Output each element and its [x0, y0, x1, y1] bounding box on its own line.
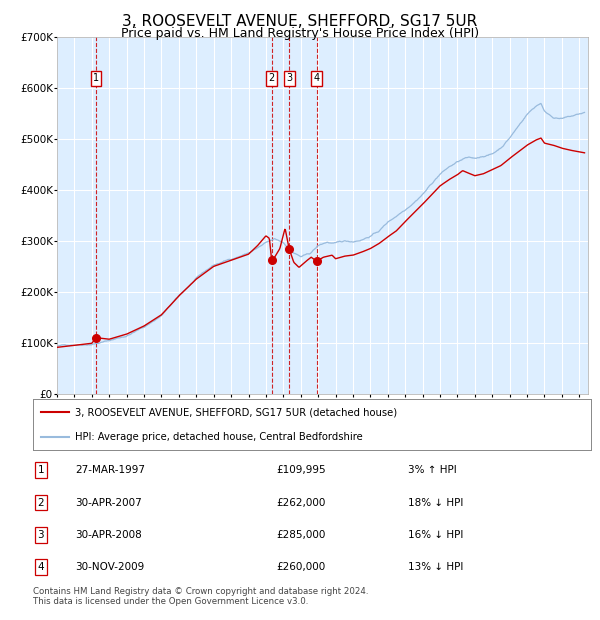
Text: £109,995: £109,995	[276, 466, 326, 476]
Text: Contains HM Land Registry data © Crown copyright and database right 2024.
This d: Contains HM Land Registry data © Crown c…	[33, 587, 368, 606]
Text: 2: 2	[37, 498, 44, 508]
Text: 3, ROOSEVELT AVENUE, SHEFFORD, SG17 5UR (detached house): 3, ROOSEVELT AVENUE, SHEFFORD, SG17 5UR …	[75, 407, 397, 417]
Text: HPI: Average price, detached house, Central Bedfordshire: HPI: Average price, detached house, Cent…	[75, 432, 362, 442]
Text: 30-APR-2008: 30-APR-2008	[75, 530, 142, 540]
Text: £260,000: £260,000	[276, 562, 325, 572]
Text: 3: 3	[286, 73, 292, 83]
Text: 1: 1	[37, 466, 44, 476]
Text: £262,000: £262,000	[276, 498, 325, 508]
Text: 13% ↓ HPI: 13% ↓ HPI	[408, 562, 463, 572]
Text: 30-NOV-2009: 30-NOV-2009	[75, 562, 144, 572]
Text: 16% ↓ HPI: 16% ↓ HPI	[408, 530, 463, 540]
Text: £285,000: £285,000	[276, 530, 325, 540]
Text: 4: 4	[314, 73, 320, 83]
Text: 3: 3	[37, 530, 44, 540]
Text: 1: 1	[93, 73, 99, 83]
Text: 27-MAR-1997: 27-MAR-1997	[75, 466, 145, 476]
Text: 18% ↓ HPI: 18% ↓ HPI	[408, 498, 463, 508]
Text: Price paid vs. HM Land Registry's House Price Index (HPI): Price paid vs. HM Land Registry's House …	[121, 27, 479, 40]
Text: 3, ROOSEVELT AVENUE, SHEFFORD, SG17 5UR: 3, ROOSEVELT AVENUE, SHEFFORD, SG17 5UR	[122, 14, 478, 29]
Text: 4: 4	[37, 562, 44, 572]
Text: 3% ↑ HPI: 3% ↑ HPI	[408, 466, 457, 476]
Text: 30-APR-2007: 30-APR-2007	[75, 498, 142, 508]
Text: 2: 2	[269, 73, 275, 83]
